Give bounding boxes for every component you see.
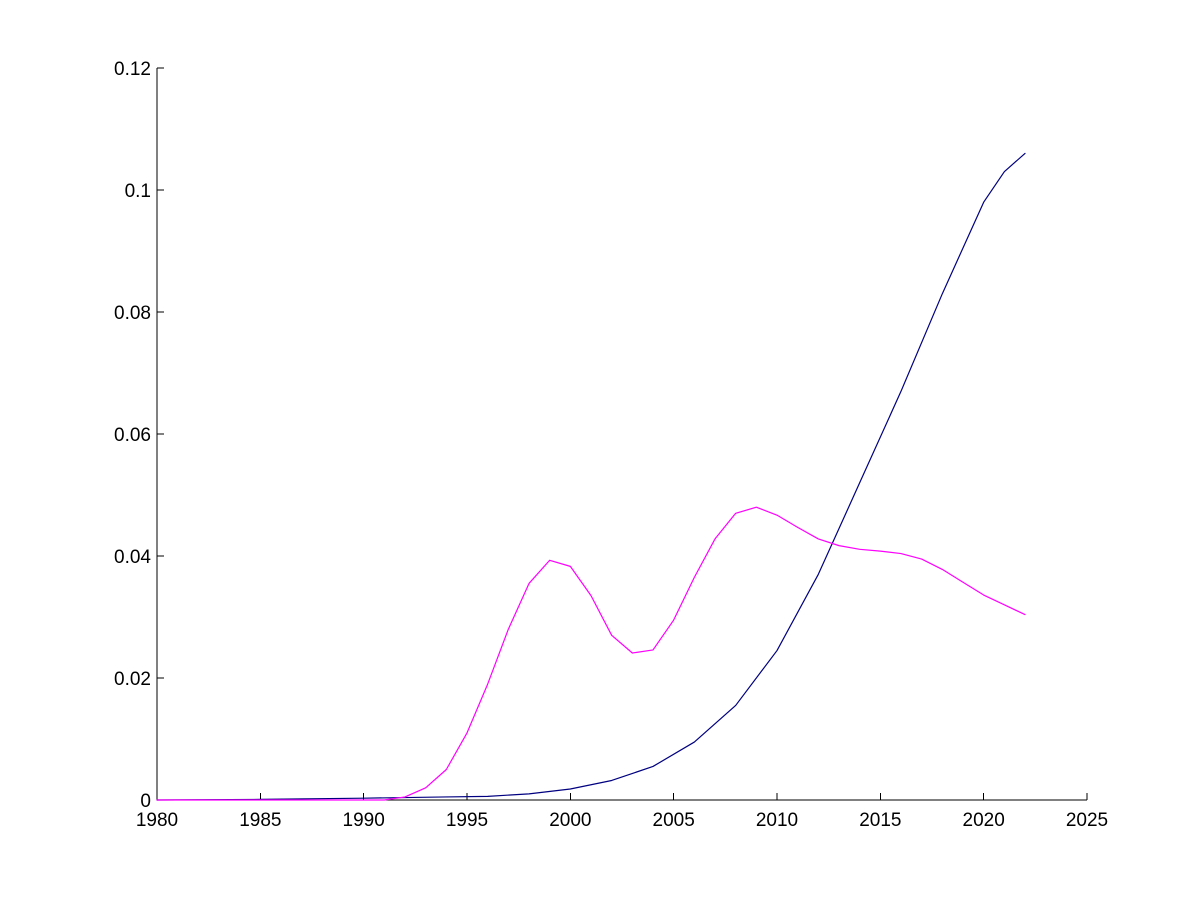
axes: [156, 67, 1088, 801]
series-line-1: [156, 152, 1026, 801]
x-tick-label: 2000: [549, 810, 591, 831]
y-tick-label: 0.02: [114, 669, 151, 690]
series-group: [156, 152, 1026, 801]
x-tick-label: 1985: [239, 810, 281, 831]
y-tick-label: 0.06: [114, 425, 151, 446]
series-line-2: [156, 506, 1026, 801]
x-tick-label: 2020: [963, 810, 1005, 831]
x-tick-label: 2025: [1066, 810, 1108, 831]
x-tick-label: 1995: [446, 810, 488, 831]
y-tick-label: 0.08: [114, 303, 151, 324]
x-tick-label: 2005: [653, 810, 695, 831]
y-tick-label: 0.12: [114, 59, 151, 80]
x-tick-label: 2015: [859, 810, 901, 831]
y-tick-label: 0.1: [125, 181, 151, 202]
y-tick-label: 0: [140, 791, 151, 812]
x-tick-label: 2010: [756, 810, 798, 831]
tick-labels: 1980 1985 1990 1995 2000 2005 2010 2015 2020 2025…: [114, 59, 1108, 831]
y-tick-label: 0.04: [114, 547, 151, 568]
x-tick-label: 1980: [136, 810, 178, 831]
x-tick-label: 1990: [343, 810, 385, 831]
